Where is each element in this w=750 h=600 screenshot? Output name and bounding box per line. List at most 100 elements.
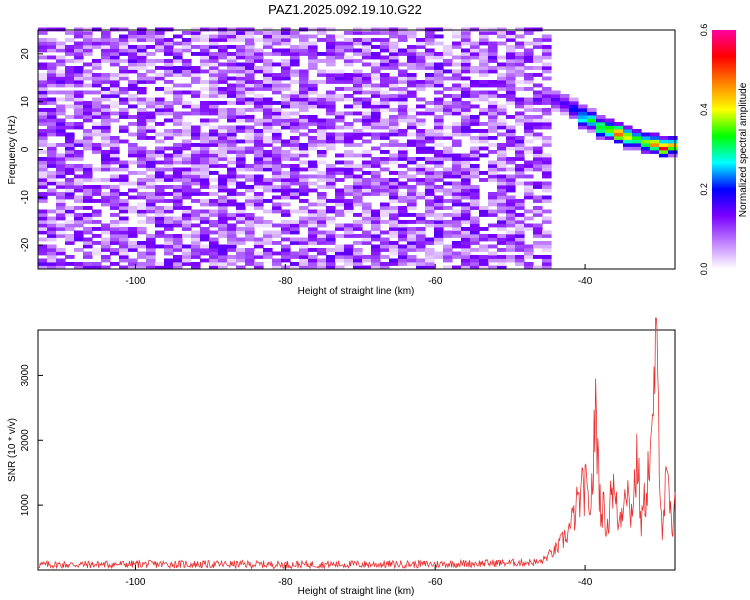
heatmap-cell <box>209 108 219 112</box>
heatmap-cell <box>344 258 354 263</box>
heatmap-cell <box>92 146 102 151</box>
heatmap-cell <box>200 34 210 39</box>
heatmap-cell <box>335 45 345 49</box>
heatmap-cell <box>569 115 579 119</box>
heatmap-cell <box>443 76 453 81</box>
heatmap-cell <box>416 146 426 151</box>
heatmap-cell <box>398 192 408 196</box>
heatmap-cell <box>299 101 309 105</box>
heatmap-cell <box>497 174 507 179</box>
heatmap-cell <box>56 73 66 77</box>
heatmap-cell <box>533 150 543 154</box>
heatmap-cell <box>56 202 66 207</box>
heatmap-cell <box>173 34 183 39</box>
heatmap-cell <box>110 80 120 84</box>
heatmap-cell <box>470 122 480 126</box>
heatmap-cell <box>137 87 147 91</box>
heatmap-cell <box>515 223 525 228</box>
heatmap-cell <box>452 62 462 67</box>
heatmap-cell <box>506 241 516 245</box>
heatmap-cell <box>416 241 426 245</box>
heatmap-cell <box>326 171 336 175</box>
heatmap-cell <box>182 90 192 95</box>
heatmap-cell <box>335 118 345 123</box>
heatmap-cell <box>227 139 237 144</box>
heatmap-cell <box>398 185 408 189</box>
heatmap-cell <box>56 199 66 203</box>
heatmap-cell <box>317 132 327 137</box>
heatmap-cell <box>47 90 57 95</box>
heatmap-cell <box>290 111 300 116</box>
colorbar-bar <box>712 30 736 269</box>
heatmap-cell <box>470 90 480 95</box>
heatmap-cell <box>236 69 246 74</box>
heatmap-cell <box>407 244 417 249</box>
heatmap-cell <box>353 59 363 63</box>
heatmap-cell <box>272 76 282 81</box>
heatmap-cell <box>200 48 210 53</box>
heatmap-cell <box>515 55 525 60</box>
heatmap-cell <box>416 59 426 63</box>
heatmap-cell <box>308 146 318 151</box>
heatmap-cell <box>425 195 435 200</box>
heatmap-cell <box>182 31 192 35</box>
heatmap-cell <box>362 164 372 168</box>
heatmap-cell <box>146 248 156 252</box>
heatmap-cell <box>254 80 264 84</box>
heatmap-cell <box>47 55 57 60</box>
heatmap-cell <box>209 139 219 144</box>
heatmap-cell <box>524 160 534 165</box>
heatmap-cell <box>506 101 516 105</box>
heatmap-cell <box>164 73 174 77</box>
heatmap-cell <box>434 150 444 154</box>
heatmap-cell <box>344 41 354 46</box>
heatmap-cell <box>317 125 327 130</box>
heatmap-cell <box>335 244 345 249</box>
heatmap-cell <box>470 150 480 154</box>
heatmap-cell <box>488 122 498 126</box>
colorbar-tick-label: 0.0 <box>699 263 709 276</box>
heatmap-cell <box>65 146 75 151</box>
heatmap-cell <box>317 258 327 263</box>
heatmap-cell <box>317 139 327 144</box>
heatmap-cell <box>191 174 201 179</box>
heatmap-cell <box>326 48 336 53</box>
heatmap-cell <box>155 244 165 249</box>
heatmap-cell <box>416 262 426 266</box>
heatmap-cell <box>272 115 282 119</box>
heatmap-cell <box>308 237 318 242</box>
heatmap-cell <box>452 97 462 102</box>
heatmap-cell <box>362 265 372 270</box>
heatmap-cell <box>137 80 147 84</box>
heatmap-cell <box>389 45 399 49</box>
heatmap-cell <box>344 171 354 175</box>
heatmap-cell <box>632 129 642 133</box>
heatmap-cell <box>542 118 552 123</box>
heatmap-cell <box>236 108 246 112</box>
heatmap-cell <box>263 220 273 224</box>
heatmap-cell <box>272 136 282 140</box>
heatmap-cell <box>461 188 471 193</box>
heatmap-cell <box>515 157 525 161</box>
heatmap-cell <box>290 73 300 77</box>
heatmap-cell <box>218 209 228 214</box>
heatmap-cell <box>92 132 102 137</box>
heatmap-cell <box>164 90 174 95</box>
heatmap-cell <box>56 83 66 88</box>
heatmap-cell <box>362 241 372 245</box>
heatmap-cell <box>47 251 57 256</box>
heatmap-cell <box>272 73 282 77</box>
heatmap-cell <box>398 129 408 133</box>
heatmap-cell <box>164 129 174 133</box>
heatmap-cell <box>560 104 570 109</box>
heatmap-cell <box>524 174 534 179</box>
heatmap-cell <box>452 230 462 235</box>
heatmap-cell <box>371 192 381 196</box>
heatmap-cell <box>146 206 156 210</box>
heatmap-cell <box>65 76 75 81</box>
heatmap-cell <box>533 167 543 172</box>
heatmap-cell <box>92 111 102 116</box>
heatmap-cell <box>524 122 534 126</box>
heatmap-cell <box>191 73 201 77</box>
heatmap-cell <box>488 31 498 35</box>
